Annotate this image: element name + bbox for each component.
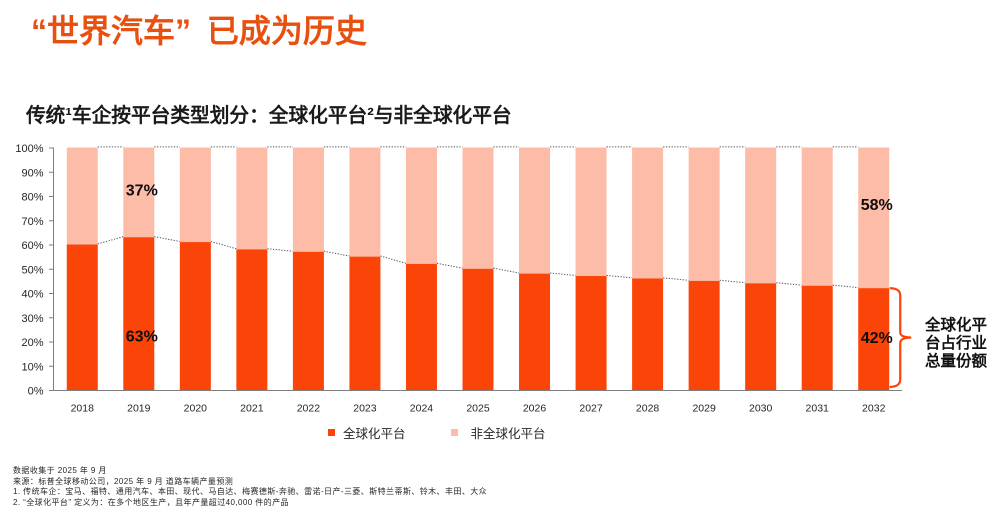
y-tick-label: 90% <box>21 167 43 179</box>
bar-segment-global-platform-2027 <box>575 276 607 390</box>
y-tick-label: 60% <box>21 240 43 252</box>
y-tick-label: 30% <box>21 313 43 325</box>
x-tick-label: 2023 <box>353 403 377 415</box>
y-tick-label: 80% <box>21 192 43 204</box>
bar-segment-global-platform-2024 <box>405 263 437 390</box>
y-tick-label: 20% <box>21 337 43 349</box>
y-tick-label: 50% <box>21 264 43 276</box>
value-callout-2019-37pct: 37% <box>126 183 158 200</box>
x-tick-label: 2027 <box>579 403 603 415</box>
bar-segment-non-global-platform-2029 <box>688 147 720 281</box>
chart-title: 传统¹车企按平台类型划分：全球化平台²与非全球化平台 <box>26 104 512 127</box>
bar-segment-non-global-platform-2032 <box>858 147 890 289</box>
y-tick-label: 40% <box>21 289 43 301</box>
brace-annotation-line: 全球化平 <box>925 317 988 334</box>
bar-segment-global-platform-2032 <box>858 288 890 390</box>
x-tick-label: 2021 <box>240 403 264 415</box>
bar-segment-global-platform-2018 <box>66 244 98 390</box>
series-connector-line <box>493 267 520 274</box>
bar-segment-global-platform-2029 <box>688 280 720 390</box>
x-tick-label: 2020 <box>184 403 208 415</box>
series-connector-line <box>549 272 576 276</box>
footnote-source: 来源：标普全球移动公司，2025 年 9 月 道路车辆产量预测 <box>13 476 234 486</box>
bar-segment-global-platform-2031 <box>801 285 833 390</box>
bar-segment-non-global-platform-2028 <box>632 147 664 279</box>
brace-annotation-text: 全球化平 台占行业 总量份额 <box>925 317 987 372</box>
brace-annotation-line: 总量份额 <box>925 353 988 371</box>
bar-segment-non-global-platform-2026 <box>519 147 551 274</box>
footnote-collection-date: 数据收集于 2025 年 9 月 <box>13 465 107 475</box>
y-tick-label: 0% <box>28 386 44 398</box>
x-tick-label: 2028 <box>636 403 660 415</box>
bar-segment-non-global-platform-2020 <box>179 147 211 243</box>
bar-segment-global-platform-2022 <box>292 251 324 390</box>
x-tick-label: 2024 <box>410 403 434 415</box>
bar-segment-global-platform-2023 <box>349 256 381 390</box>
footnote-1: 1. 传统车企：宝马、福特、通用汽车、本田、现代、马自达、梅赛德斯-奔驰、雷诺-… <box>13 487 488 497</box>
x-tick-label: 2025 <box>466 403 490 415</box>
footnote-2: 2. “全球化平台” 定义为：在多个地区生产，且年产量超过40,000 件的产品 <box>13 498 289 507</box>
bar-segment-global-platform-2026 <box>519 273 551 390</box>
series-connector-line <box>832 284 859 289</box>
bar-segment-non-global-platform-2021 <box>236 147 268 250</box>
x-tick-label: 2031 <box>806 403 830 415</box>
y-tick-label: 10% <box>21 361 43 373</box>
bar-segment-non-global-platform-2022 <box>292 147 324 252</box>
series-connector-line <box>719 279 746 284</box>
bar-segment-non-global-platform-2023 <box>349 147 381 257</box>
series-connector-line <box>776 282 802 286</box>
series-connector-line <box>606 274 633 279</box>
legend-swatch-global-platform-icon <box>328 428 335 436</box>
bar-segment-non-global-platform-2018 <box>66 147 98 245</box>
value-callout-2032-58pct: 58% <box>861 197 893 214</box>
series-connector-line <box>663 277 689 281</box>
chart-legend: 全球化平台 非全球化平台 <box>328 423 546 442</box>
x-tick-label: 2030 <box>749 403 773 415</box>
legend-label-global-platform: 全球化平台 <box>343 426 406 441</box>
bar-segment-global-platform-2021 <box>236 249 268 390</box>
x-tick-label: 2026 <box>523 403 547 415</box>
bar-segment-global-platform-2019 <box>123 237 155 390</box>
bar-segment-non-global-platform-2031 <box>801 147 833 286</box>
series-connector-line <box>97 236 124 245</box>
series-connector-line <box>267 248 293 252</box>
bar-segment-non-global-platform-2030 <box>745 147 777 284</box>
brace-icon <box>889 287 912 389</box>
legend-item-non-global-platform: 非全球化平台 <box>450 423 546 442</box>
x-tick-label: 2018 <box>71 403 95 415</box>
x-tick-label: 2019 <box>127 403 151 415</box>
bar-segment-non-global-platform-2027 <box>575 147 607 277</box>
series-connector-line <box>210 240 237 250</box>
bar-segment-non-global-platform-2024 <box>405 147 437 264</box>
value-callout-2032-42pct: 42% <box>861 330 893 347</box>
legend-swatch-non-global-platform-icon <box>450 428 458 436</box>
series-connector-line <box>323 250 350 257</box>
bar-segment-non-global-platform-2019 <box>123 147 155 238</box>
legend-item-global-platform: 全球化平台 <box>328 423 406 442</box>
bar-segment-non-global-platform-2025 <box>462 147 494 269</box>
x-tick-label: 2029 <box>692 403 716 415</box>
slide-title: “世界汽车” 已成为历史 <box>31 13 367 49</box>
series-connector-line <box>436 262 463 269</box>
bar-segment-global-platform-2020 <box>179 242 211 390</box>
y-tick-label: 70% <box>21 216 43 228</box>
footnotes: 数据收集于 2025 年 9 月 来源：标普全球移动公司，2025 年 9 月 … <box>13 466 487 509</box>
series-connector-line <box>154 236 180 242</box>
bar-segment-global-platform-2028 <box>632 278 664 390</box>
series-connector-line <box>380 255 407 264</box>
x-tick-label: 2022 <box>297 403 321 415</box>
y-tick-label: 100% <box>15 143 43 155</box>
legend-label-non-global-platform: 非全球化平台 <box>470 426 546 441</box>
x-tick-label: 2032 <box>862 403 886 415</box>
brace-annotation-line: 台占行业 <box>925 335 988 353</box>
bar-segment-global-platform-2025 <box>462 268 494 390</box>
value-callout-2019-63pct: 63% <box>126 328 158 345</box>
bar-segment-global-platform-2030 <box>745 283 777 390</box>
